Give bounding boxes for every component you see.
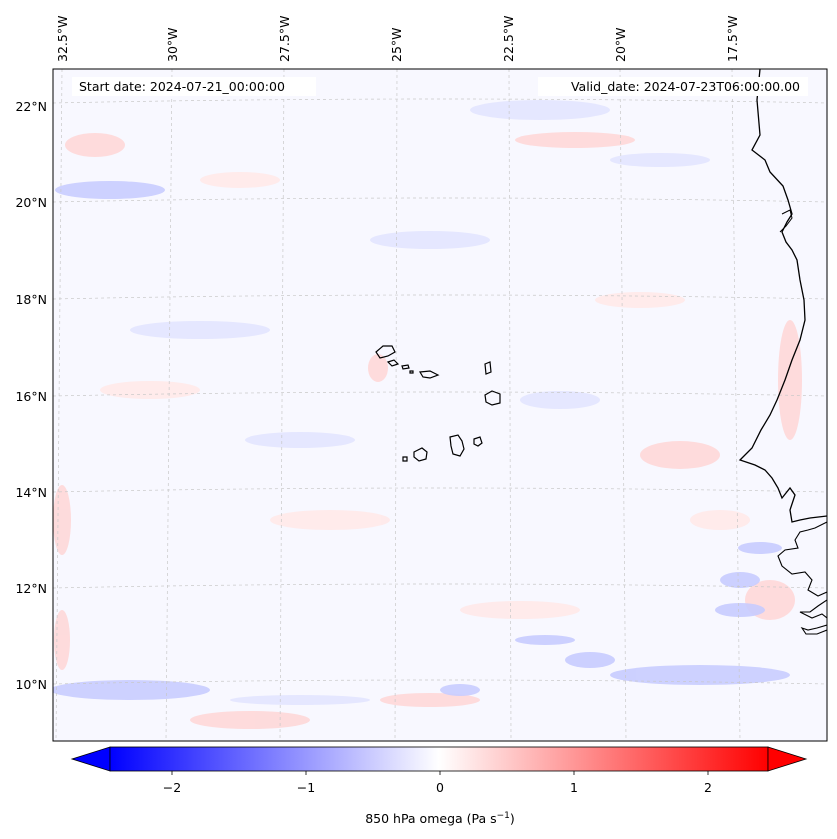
longitude-labels: 32.5°W 30°W 27.5°W 25°W 22.5°W 20°W 17.5… (55, 16, 740, 62)
lat-label-18n: 18°N (15, 292, 47, 307)
negative-omega-light (130, 100, 710, 705)
map-frame (52, 68, 828, 742)
lat-label-22n: 22°N (15, 99, 47, 114)
colorbar-tick-0: 0 (436, 780, 444, 795)
lat-label-10n: 10°N (15, 677, 47, 692)
lon-label-20w: 20°W (613, 27, 628, 62)
colorbar-tick-neg2: −2 (163, 780, 181, 795)
colorbar-tick-1: 1 (570, 780, 578, 795)
lat-label-20n: 20°N (15, 195, 47, 210)
valid-date-label: Valid_date: 2024-07-23T06:00:00.00 (571, 79, 800, 94)
lon-label-32-5w: 32.5°W (55, 16, 70, 62)
guinea-coastline (777, 521, 827, 635)
colorbar-tick-neg1: −1 (297, 780, 315, 795)
africa-coastline (738, 69, 827, 523)
valid-date-box (538, 77, 808, 96)
colorbar-max-extend (767, 746, 808, 772)
lon-label-25w: 25°W (389, 27, 404, 62)
colorbar-min-extend (70, 746, 111, 772)
positive-omega-light (100, 172, 750, 619)
lon-label-30w: 30°W (165, 27, 180, 62)
lat-label-16n: 16°N (15, 389, 47, 404)
start-date-box (72, 77, 316, 96)
lon-label-17-5w: 17.5°W (725, 16, 740, 62)
colorbar-ticks (171, 771, 709, 775)
colorbar-tick-2: 2 (704, 780, 712, 795)
colorbar-label: 850 hPa omega (Pa s−1) (365, 811, 515, 826)
latitude-labels: 22°N 20°N 18°N 16°N 14°N 12°N 10°N (15, 99, 47, 692)
lat-label-14n: 14°N (15, 485, 47, 500)
omega-field-background (53, 69, 827, 741)
colorbar: −2 −1 0 1 2 850 hPa omega (Pa s−1) (70, 746, 808, 826)
negative-omega-patches (53, 181, 790, 700)
lon-label-22-5w: 22.5°W (501, 16, 516, 62)
start-date-label: Start date: 2024-07-21_00:00:00 (79, 79, 285, 94)
graticule (53, 69, 827, 741)
lon-label-27-5w: 27.5°W (277, 16, 292, 62)
map-panel (53, 69, 827, 741)
colorbar-gradient (109, 746, 769, 772)
wolof-inlet (779, 209, 793, 233)
cape-verde-islands (375, 345, 501, 462)
lat-label-12n: 12°N (15, 581, 47, 596)
